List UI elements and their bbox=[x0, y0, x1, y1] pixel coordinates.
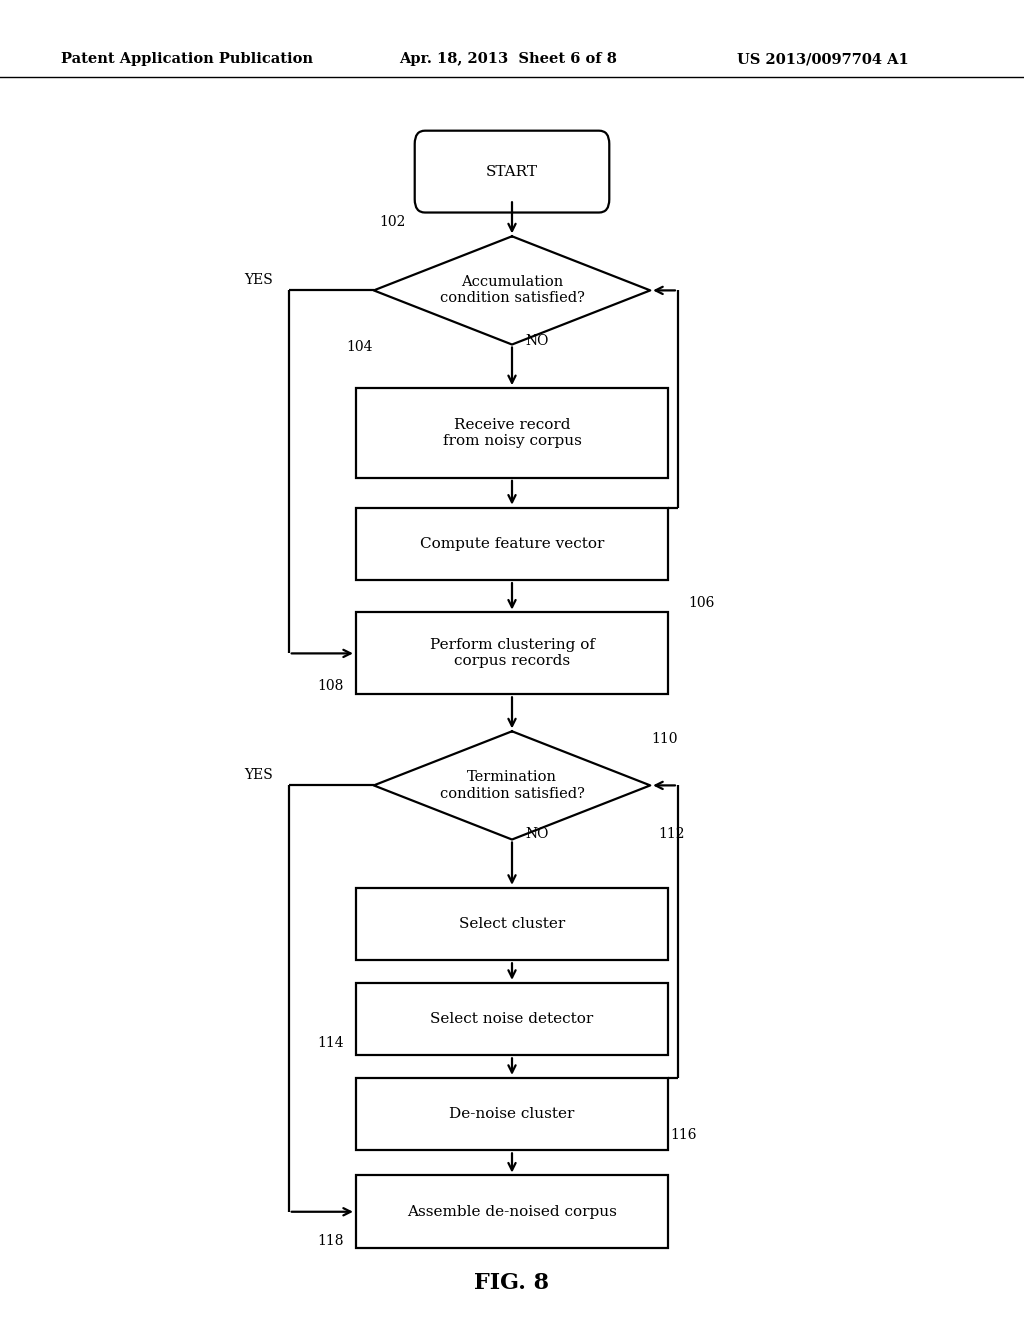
Text: Patent Application Publication: Patent Application Publication bbox=[61, 53, 313, 66]
Text: NO: NO bbox=[525, 334, 549, 347]
Text: 104: 104 bbox=[346, 341, 373, 354]
Text: US 2013/0097704 A1: US 2013/0097704 A1 bbox=[737, 53, 909, 66]
Text: Apr. 18, 2013  Sheet 6 of 8: Apr. 18, 2013 Sheet 6 of 8 bbox=[399, 53, 617, 66]
Text: 108: 108 bbox=[317, 680, 344, 693]
FancyBboxPatch shape bbox=[415, 131, 609, 213]
Text: Select cluster: Select cluster bbox=[459, 917, 565, 931]
Text: Assemble de-noised corpus: Assemble de-noised corpus bbox=[408, 1205, 616, 1218]
Bar bbox=[356, 1175, 669, 1249]
Text: YES: YES bbox=[244, 273, 272, 286]
Text: 106: 106 bbox=[688, 597, 715, 610]
Text: 112: 112 bbox=[658, 828, 685, 841]
Bar bbox=[356, 888, 669, 961]
Text: Select noise detector: Select noise detector bbox=[430, 1012, 594, 1026]
Bar bbox=[356, 612, 669, 694]
Text: NO: NO bbox=[525, 828, 549, 841]
Bar bbox=[356, 388, 669, 478]
Bar bbox=[356, 507, 669, 581]
Text: 116: 116 bbox=[671, 1129, 697, 1142]
Text: Accumulation
condition satisfied?: Accumulation condition satisfied? bbox=[439, 276, 585, 305]
Text: 102: 102 bbox=[379, 215, 406, 228]
Text: De-noise cluster: De-noise cluster bbox=[450, 1107, 574, 1121]
Text: 118: 118 bbox=[317, 1234, 344, 1247]
Text: Receive record
from noisy corpus: Receive record from noisy corpus bbox=[442, 418, 582, 447]
Text: 110: 110 bbox=[651, 733, 678, 746]
Polygon shape bbox=[374, 236, 650, 345]
Text: Perform clustering of
corpus records: Perform clustering of corpus records bbox=[429, 639, 595, 668]
Text: YES: YES bbox=[244, 768, 272, 781]
Text: FIG. 8: FIG. 8 bbox=[474, 1272, 550, 1294]
Polygon shape bbox=[374, 731, 650, 840]
Text: Termination
condition satisfied?: Termination condition satisfied? bbox=[439, 771, 585, 800]
Text: Compute feature vector: Compute feature vector bbox=[420, 537, 604, 550]
Bar bbox=[356, 1077, 669, 1150]
Text: START: START bbox=[486, 165, 538, 178]
Bar bbox=[356, 982, 669, 1056]
Text: 114: 114 bbox=[317, 1036, 344, 1049]
